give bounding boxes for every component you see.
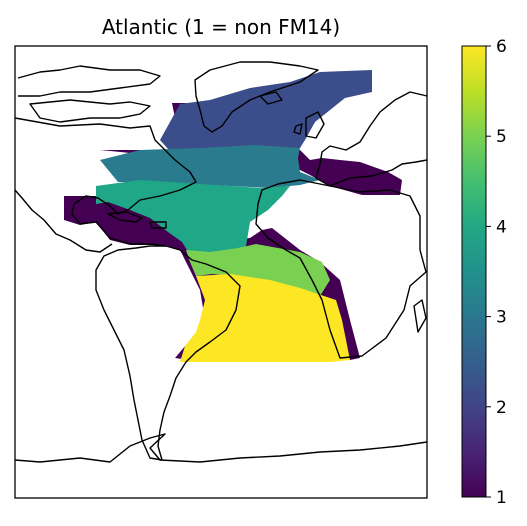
coastline-antarctica: [14, 433, 428, 463]
colorbar-tick-label: 1: [496, 488, 507, 508]
coastline-madagascar: [413, 299, 427, 333]
coastline-africa: [255, 179, 427, 359]
colorbar-ticks: 1 2 3 4 5 6: [486, 37, 507, 508]
region-value-6: [180, 274, 350, 362]
colorbar-tick-label: 4: [496, 217, 507, 237]
colorbar-tick-label: 6: [496, 37, 507, 57]
map-frame: [14, 45, 428, 499]
colorbar-tick-label: 5: [496, 127, 507, 147]
map-panel: [14, 45, 428, 499]
colorbar-tick-label: 3: [496, 308, 507, 328]
coastlines: [14, 61, 428, 463]
colorbar: 1 2 3 4 5 6: [461, 37, 507, 508]
coastline-north-america: [14, 117, 197, 247]
coastline-cuba: [107, 211, 143, 223]
coastline-europe: [315, 91, 428, 187]
colorbar-tick-label: 2: [496, 398, 507, 418]
region-value-2: [160, 70, 372, 158]
region-value-5: [186, 244, 330, 296]
ocean-regions: [64, 70, 402, 362]
coastline-west-coast: [14, 189, 113, 253]
coastline-arctic-islands: [17, 65, 161, 123]
colorbar-bar: [461, 45, 487, 498]
map-title: Atlantic (1 = non FM14): [102, 15, 340, 39]
coastline-iceland: [259, 91, 283, 105]
coastline-hispaniola: [149, 221, 167, 229]
coastline-british-isles: [293, 111, 325, 139]
coastline-south-america: [95, 245, 241, 461]
region-value-3: [100, 145, 320, 188]
